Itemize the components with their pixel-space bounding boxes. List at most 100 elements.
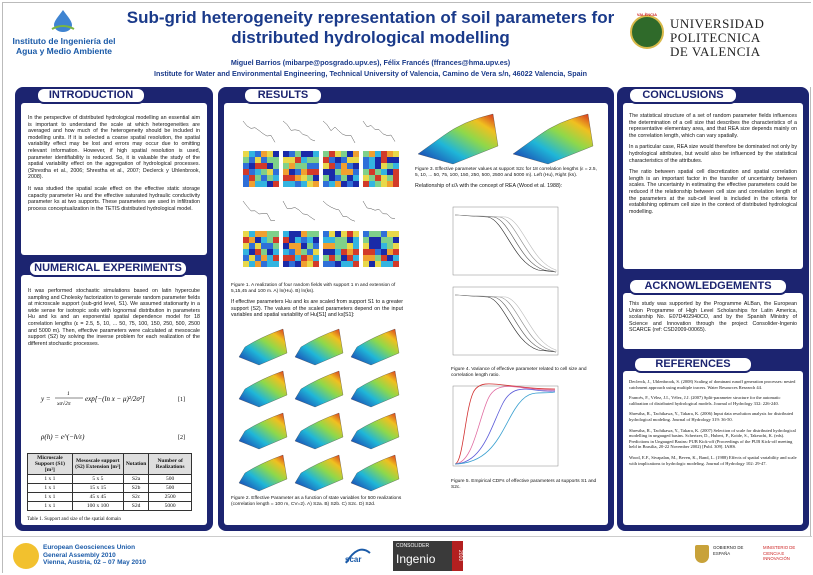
surface-plot [350, 454, 400, 492]
table-cell: S2b [122, 483, 150, 493]
table-cell: 15 x 15 [71, 483, 124, 493]
acknowledgements-title: ACKNOWLEDGEMENTS [628, 278, 788, 295]
water-drop-icon [51, 10, 75, 32]
references-title: REFERENCES [633, 356, 753, 373]
svg-text:xσ√2π: xσ√2π [56, 400, 71, 407]
reference-item: Wood, E.F., Sivapalan, M., Beven, K., Ba… [629, 454, 797, 466]
line-panel [362, 120, 396, 142]
random-field-grid [323, 151, 359, 187]
consolider-year: 2010 [452, 541, 463, 571]
surface-plot [350, 328, 400, 366]
random-field-grid [283, 151, 319, 187]
acknowledgements-text: This study was supported by the Programm… [629, 301, 797, 334]
ministerio-logo: GOBIERNO DE ESPAÑA MINISTERIO DE CIENCIA… [693, 543, 803, 569]
table-cell: S2a [122, 474, 150, 484]
consolider-name: Ingenio [396, 552, 436, 566]
table-header: Number of Realizations [148, 453, 192, 475]
table-cell: 1 x 1 [27, 492, 73, 502]
egu-line3: Vienna, Austria, 02 – 07 May 2010 [43, 559, 146, 566]
reference-item: Shrestha, R., Tachikawa, Y., Takara, K. … [629, 427, 796, 450]
random-field-grid [363, 231, 399, 267]
seal-text: VALÈNCIA [636, 12, 658, 17]
poster-footer: European Geosciences Union General Assem… [3, 536, 812, 574]
conclusions-text: The statistical structure of a set of ra… [629, 113, 797, 215]
table-cell: 1 x 1 [27, 474, 73, 484]
scarce-label: scar [345, 555, 362, 564]
consolider-label: CONSOLIDER [396, 543, 430, 549]
title-line2: distributed hydrological modelling [231, 28, 510, 47]
title-line1: Sub-grid heterogeneity representation of… [126, 8, 615, 27]
random-field-grid [243, 151, 279, 187]
surface-plot [294, 328, 344, 366]
ministerio-label: MINISTERIO DE CIENCIA E INNOVACIÓN [763, 545, 796, 561]
svg-text:exp[−(ln x − μ)²/2σ²]: exp[−(ln x − μ)²/2σ²] [85, 395, 145, 403]
variance-curve [454, 214, 557, 273]
iiama-line2: Agua y Medio Ambiente [15, 46, 113, 56]
table-cell: S2d [122, 501, 150, 511]
figure-variance-curves [452, 206, 559, 356]
variance-curve [454, 294, 557, 353]
seal-icon [630, 15, 664, 49]
introduction-title: INTRODUCTION [36, 87, 146, 104]
line-panel [242, 200, 276, 222]
svg-text:ρ(h) = e^(−h/ε): ρ(h) = e^(−h/ε) [40, 433, 85, 441]
table-cell: 5000 [148, 501, 192, 511]
eq2-number: [2] [178, 435, 185, 441]
random-field-grid [243, 231, 279, 267]
surface-plot [238, 328, 288, 366]
variance-curve [454, 294, 557, 353]
line-panel [282, 200, 316, 221]
table-header: Microscale Support (S1) [m²] [27, 453, 73, 475]
results-title: RESULTS [243, 87, 323, 104]
svg-text:1: 1 [67, 391, 70, 397]
introduction-p1: In the perspective of distributed hydrol… [28, 115, 200, 181]
figure-surfaces [238, 328, 400, 492]
figure4-caption: Figure 4. Variance of effective paramete… [451, 367, 587, 378]
variance-curve [454, 214, 557, 272]
svg-text:y =: y = [40, 395, 51, 403]
surface-plot [238, 412, 288, 450]
iiama-line1: Instituto de Ingeniería del [12, 36, 116, 46]
poster-header: Instituto de Ingeniería del Agua y Medio… [3, 3, 812, 87]
table-cell: 1 x 1 [27, 501, 73, 511]
results-text1: If effective parameters Hu and ks are sc… [231, 299, 403, 319]
upv-name: UNIVERSIDAD POLITECNICA DE VALENCIA [670, 17, 805, 59]
line-panel [362, 200, 396, 220]
random-field-grid [363, 151, 399, 187]
line-panel [322, 120, 356, 144]
figure5-caption: Figure 5. Empirical CDFs of effective pa… [451, 479, 597, 490]
equations: y = 1 xσ√2π exp[−(ln x − μ)²/2σ²] [1] ρ(… [40, 391, 185, 441]
table-cell: 500 [148, 483, 192, 493]
numerical-text: It was performed stochastic simulations … [28, 288, 200, 347]
figure2-caption: Figure 2. Effective Parameter as a funct… [231, 496, 402, 507]
figure-random-fields [242, 120, 399, 267]
egu-line1: European Geosciences Union [43, 544, 136, 551]
conclusions-title: CONCLUSIONS [628, 87, 738, 104]
scarce-logo: scar [343, 541, 373, 567]
reference-item: Shrestha, R., Tachikawa, Y., Takara, K. … [629, 411, 794, 422]
egu-logo: European Geosciences Union General Assem… [13, 543, 213, 571]
surface-plot [294, 370, 344, 408]
random-field-grid [323, 231, 359, 267]
line-panel [322, 200, 356, 222]
eq1-number: [1] [178, 397, 185, 403]
surface-plot [294, 412, 344, 450]
line-panel [282, 120, 316, 142]
table-cell: 5 x 5 [71, 474, 124, 484]
surface-plot [294, 454, 344, 492]
variance-curve [454, 294, 557, 353]
table-header: Mesoscale support (S2) Extension [m²] [71, 453, 124, 475]
surface-plot [350, 412, 400, 450]
figure-cdf [452, 383, 559, 467]
poster-title: Sub-grid heterogeneity representation of… [118, 8, 623, 48]
variance-curve [454, 294, 557, 352]
table-cell: 1 x 1 [27, 483, 73, 493]
table-cell: 500 [148, 474, 192, 484]
figure1-caption: Figure 1. A realization of four random f… [231, 283, 396, 294]
support-table: Microscale Support (S1) [m²] Mesoscale s… [27, 453, 192, 511]
introduction-text: In the perspective of distributed hydrol… [28, 115, 200, 212]
table-caption: Table 1. Support and size of the spatial… [27, 517, 121, 522]
table-header: Notation [122, 453, 150, 475]
upv-line1: UNIVERSIDAD [670, 16, 765, 31]
